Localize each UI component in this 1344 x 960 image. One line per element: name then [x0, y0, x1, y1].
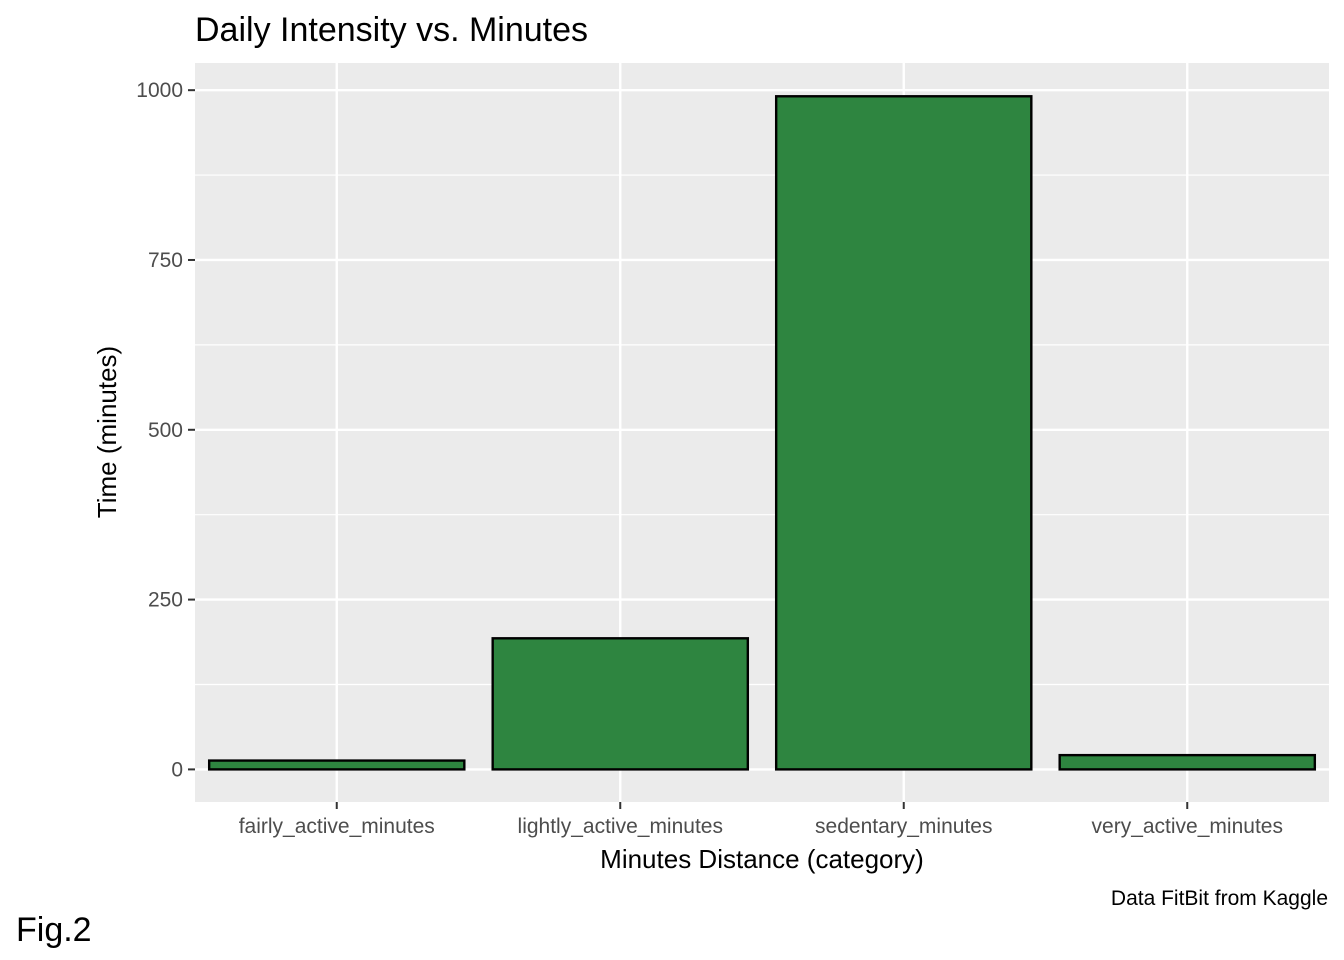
bar-lightly_active_minutes	[491, 637, 750, 771]
chart-title: Daily Intensity vs. Minutes	[195, 11, 588, 49]
y-tick-label: 500	[148, 419, 183, 442]
figure-tag: Fig.2	[16, 911, 92, 949]
bar-sedentary_minutes	[774, 95, 1033, 771]
y-axis-title: Time (minutes)	[92, 346, 122, 518]
x-tick-label: very_active_minutes	[1092, 815, 1283, 838]
x-tick-label: sedentary_minutes	[815, 815, 992, 838]
y-tick-label: 0	[171, 758, 183, 781]
bars	[207, 95, 1317, 771]
plot-panel	[195, 63, 1329, 802]
bar-fairly_active_minutes	[207, 759, 466, 771]
y-tick-label: 1000	[136, 79, 183, 102]
x-tick-label: lightly_active_minutes	[518, 815, 723, 838]
axis-ticks: 0 250 500 750 1000 fairly_active_minutes light…	[136, 79, 1283, 838]
bar-very_active_minutes	[1058, 753, 1317, 771]
chart-caption: Data FitBit from Kaggle	[1111, 887, 1328, 910]
y-tick-label: 750	[148, 249, 183, 272]
x-tick-label: fairly_active_minutes	[239, 815, 435, 838]
x-axis-title: Minutes Distance (category)	[600, 844, 924, 874]
y-tick-label: 250	[148, 589, 183, 612]
